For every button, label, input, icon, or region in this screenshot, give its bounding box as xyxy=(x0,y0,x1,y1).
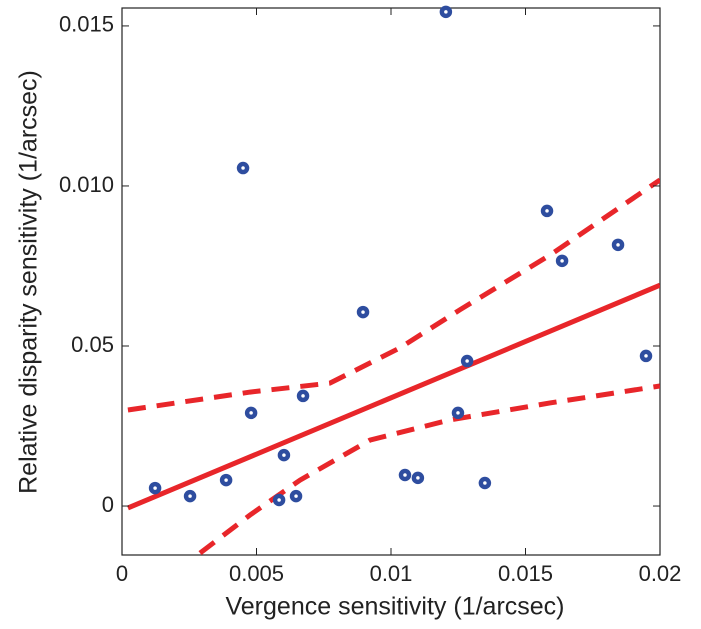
point xyxy=(460,354,474,368)
y-axis-title: Relative disparity sensitivity (1/arcsec… xyxy=(15,70,43,494)
x-axis-title: Vergence sensitivity (1/arcsec) xyxy=(225,593,564,621)
point xyxy=(478,476,492,490)
point xyxy=(296,389,310,403)
point xyxy=(411,471,425,485)
fit-line xyxy=(126,282,660,511)
point xyxy=(219,473,233,487)
x-tick-label: 0.005 xyxy=(229,561,284,586)
x-tick-label: 0.015 xyxy=(498,561,553,586)
point xyxy=(540,204,554,218)
y-tick-label: 0.010 xyxy=(59,172,114,197)
point xyxy=(277,448,291,462)
point xyxy=(244,406,258,420)
point xyxy=(611,238,625,252)
x-tick-label: 0.02 xyxy=(639,561,682,586)
confidence-band xyxy=(198,383,660,555)
point xyxy=(398,468,412,482)
y-tick-label: 0.05 xyxy=(71,332,114,357)
point xyxy=(289,489,303,503)
y-tick-label: 0.015 xyxy=(59,12,114,37)
x-tick-label: 0.01 xyxy=(370,561,413,586)
plot-frame xyxy=(121,7,661,556)
point xyxy=(451,406,465,420)
x-tick-label: 0 xyxy=(116,561,128,586)
point xyxy=(555,254,569,268)
lines xyxy=(126,177,660,555)
y-tick-label: 0 xyxy=(102,492,114,517)
confidence-band xyxy=(127,177,660,413)
point xyxy=(183,489,197,503)
point xyxy=(272,493,286,507)
point xyxy=(356,305,370,319)
point xyxy=(639,349,653,363)
point xyxy=(148,481,162,495)
point xyxy=(236,161,250,175)
point xyxy=(439,5,453,19)
points xyxy=(148,5,653,507)
